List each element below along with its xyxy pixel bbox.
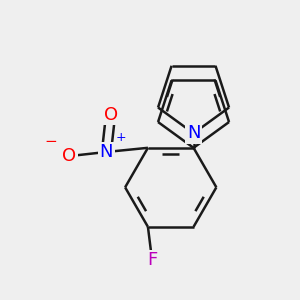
Text: O: O [103,106,118,124]
Text: N: N [187,124,200,142]
Text: N: N [100,143,113,161]
Text: −: − [44,134,57,149]
Text: F: F [147,251,157,269]
Text: +: + [116,131,126,144]
Text: O: O [62,147,76,165]
